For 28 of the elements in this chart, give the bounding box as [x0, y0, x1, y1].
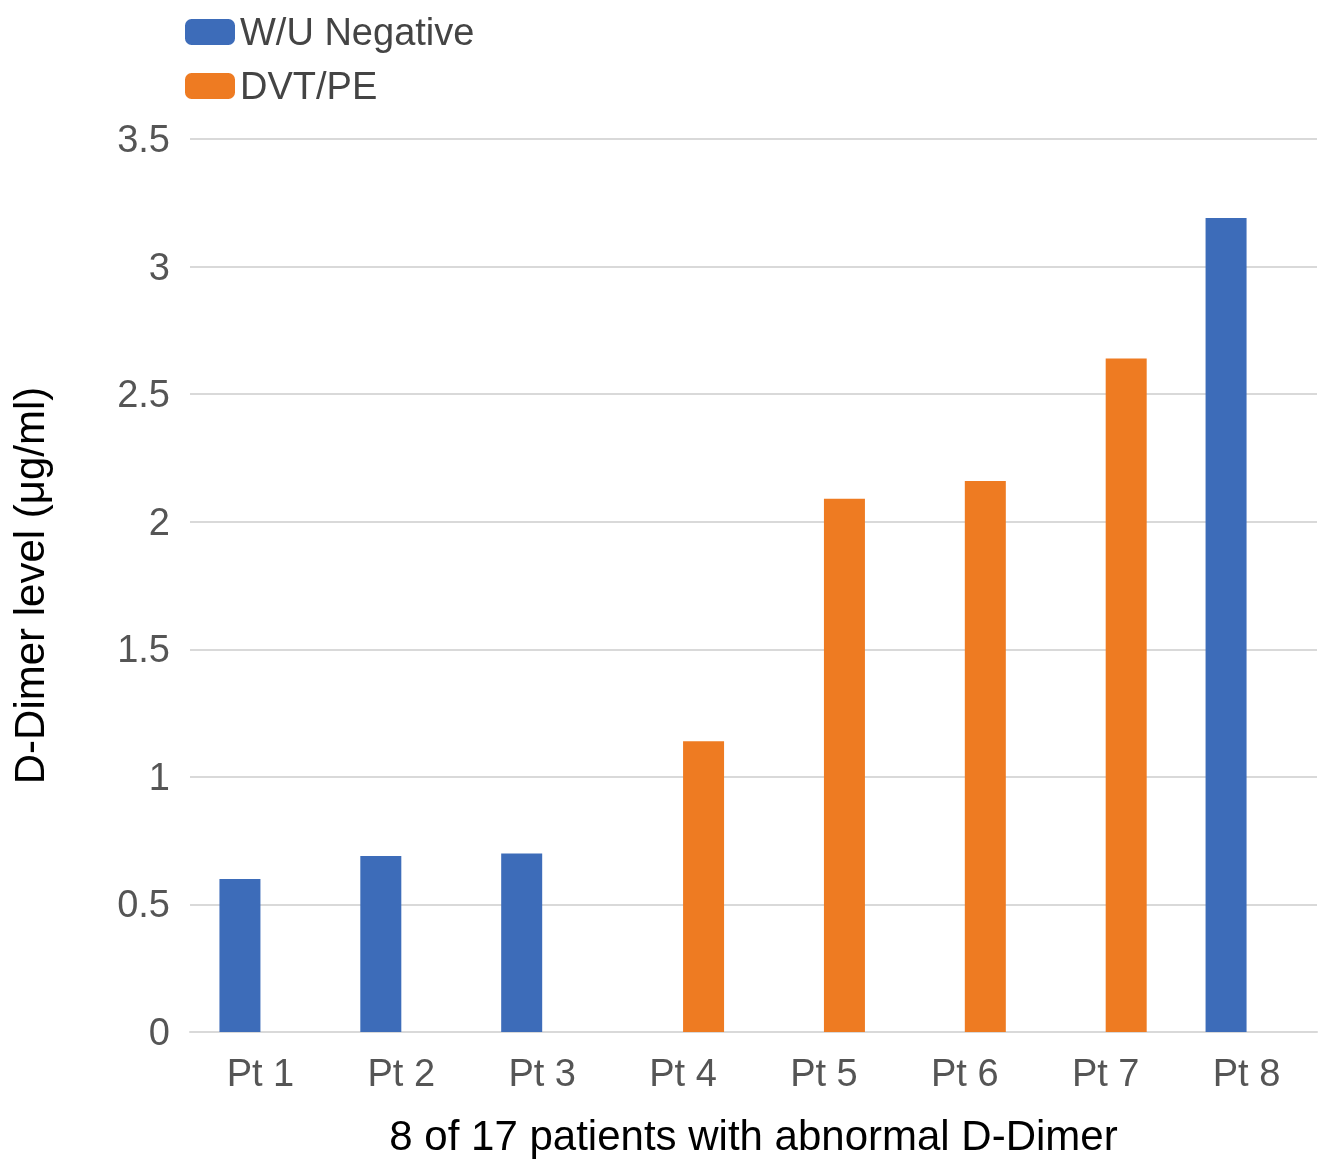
bar [683, 741, 725, 1032]
x-tick-label: Pt 4 [649, 1052, 717, 1094]
x-axis-title: 8 of 17 patients with abnormal D-Dimer [389, 1111, 1118, 1159]
y-tick-label: 3 [148, 245, 170, 288]
y-tick-label: 0 [148, 1011, 170, 1053]
x-tick-label: Pt 6 [931, 1052, 999, 1094]
bar [219, 878, 261, 1032]
y-tick-label: 1.5 [117, 628, 170, 671]
bar [964, 480, 1006, 1032]
y-tick-label: 2.5 [117, 373, 170, 416]
bar [360, 855, 402, 1032]
bar [1205, 218, 1247, 1032]
bar [1105, 358, 1147, 1032]
bar [501, 853, 543, 1032]
y-axis-title: D-Dimer level (μg/ml) [5, 386, 53, 785]
y-tick-label: 3.5 [117, 118, 170, 160]
legend-label: W/U Negative [240, 11, 475, 53]
y-tick-label: 2 [148, 500, 170, 543]
x-tick-label: Pt 7 [1071, 1052, 1140, 1094]
x-tick-label: Pt 2 [367, 1052, 436, 1094]
legend-label: DVT/PE [240, 65, 378, 107]
y-tick-label: 1 [148, 755, 170, 798]
bar [823, 498, 865, 1032]
y-tick-label: 0.5 [117, 883, 170, 926]
x-tick-label: Pt 1 [226, 1052, 295, 1094]
x-tick-label: Pt 8 [1212, 1052, 1281, 1094]
x-tick-label: Pt 3 [508, 1052, 576, 1094]
x-tick-label: Pt 5 [790, 1052, 858, 1094]
